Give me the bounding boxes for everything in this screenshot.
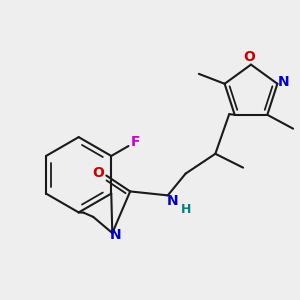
Text: N: N (167, 194, 178, 208)
Text: N: N (278, 75, 289, 89)
Text: F: F (130, 135, 140, 149)
Text: N: N (110, 228, 121, 242)
Text: H: H (180, 203, 191, 216)
Text: O: O (92, 166, 104, 180)
Text: O: O (243, 50, 255, 64)
